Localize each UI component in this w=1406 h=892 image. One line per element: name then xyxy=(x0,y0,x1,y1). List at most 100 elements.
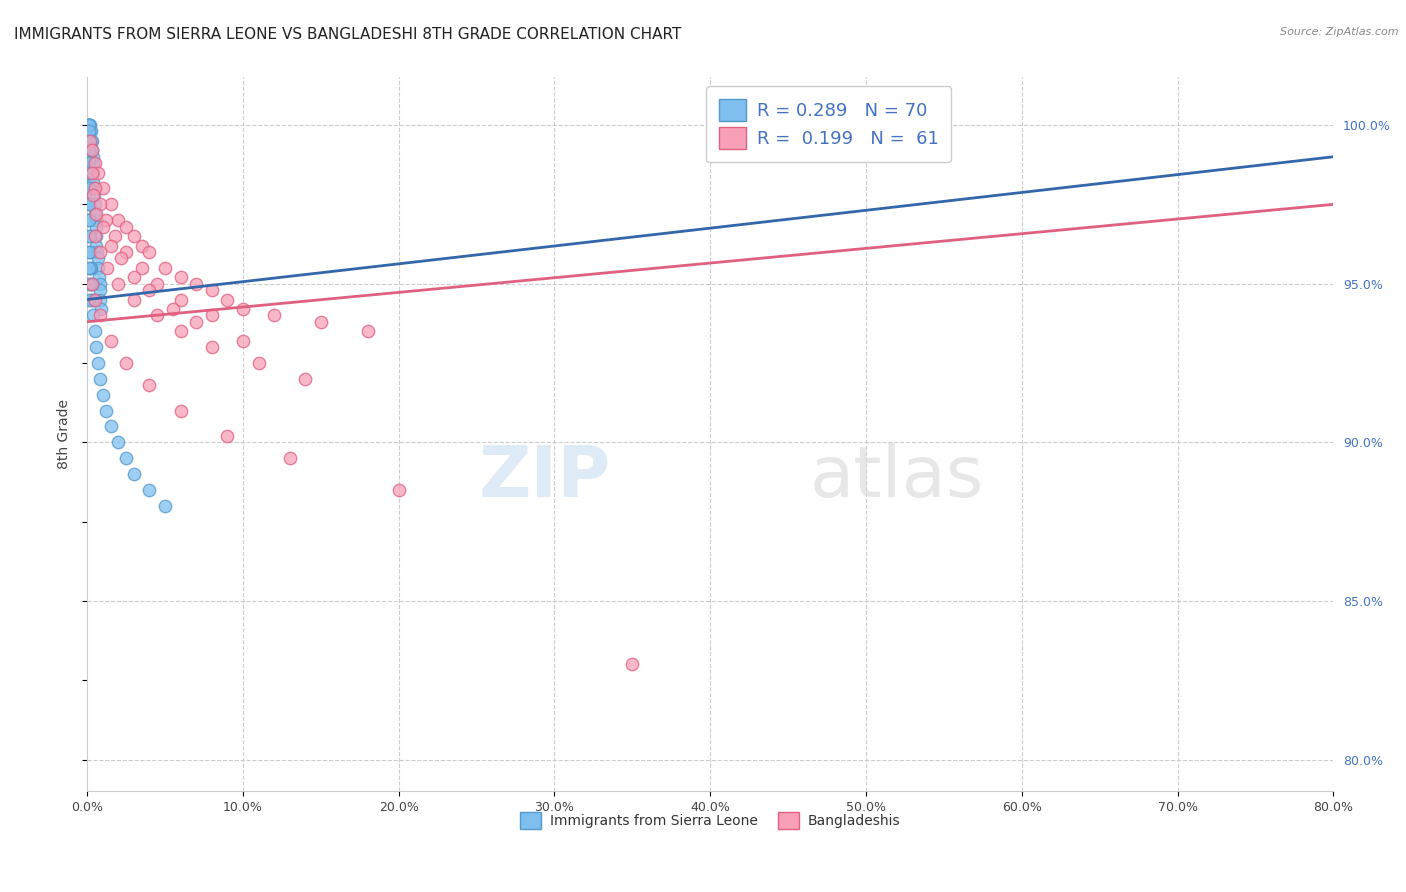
Point xyxy=(89,277,111,291)
Point xyxy=(217,429,239,443)
Point xyxy=(91,181,114,195)
Point xyxy=(247,356,270,370)
Point xyxy=(169,324,191,338)
Point xyxy=(232,334,254,348)
Point xyxy=(77,166,100,180)
Point xyxy=(278,451,301,466)
Point xyxy=(77,118,100,132)
Point xyxy=(83,187,105,202)
Point xyxy=(89,283,111,297)
Point xyxy=(80,277,103,291)
Point xyxy=(388,483,411,497)
Point xyxy=(131,260,153,275)
Point xyxy=(263,309,285,323)
Point xyxy=(131,238,153,252)
Y-axis label: 8th Grade: 8th Grade xyxy=(58,400,72,469)
Point xyxy=(77,260,100,275)
Point xyxy=(87,252,110,266)
Text: Source: ZipAtlas.com: Source: ZipAtlas.com xyxy=(1281,27,1399,37)
Point xyxy=(122,229,145,244)
Point xyxy=(77,293,100,307)
Point xyxy=(107,277,129,291)
Point xyxy=(122,467,145,481)
Point xyxy=(169,293,191,307)
Point xyxy=(100,419,122,434)
Point xyxy=(79,229,101,244)
Point xyxy=(153,260,176,275)
Point xyxy=(90,301,112,316)
Point xyxy=(138,283,160,297)
Point xyxy=(80,277,103,291)
Point xyxy=(356,324,378,338)
Point xyxy=(77,166,100,180)
Point xyxy=(77,118,100,132)
Point xyxy=(94,213,117,227)
Point xyxy=(79,118,101,132)
Text: ZIP: ZIP xyxy=(478,442,610,512)
Point xyxy=(80,124,103,138)
Point xyxy=(82,309,104,323)
Point xyxy=(84,197,107,211)
Point xyxy=(82,187,104,202)
Point xyxy=(77,213,100,227)
Point xyxy=(82,175,104,189)
Point xyxy=(77,197,100,211)
Point xyxy=(77,156,100,170)
Point xyxy=(84,181,107,195)
Point xyxy=(87,356,110,370)
Point xyxy=(77,118,100,132)
Point xyxy=(115,356,138,370)
Point xyxy=(621,657,644,672)
Point xyxy=(84,213,107,227)
Point xyxy=(201,309,224,323)
Point xyxy=(89,372,111,386)
Point xyxy=(77,277,100,291)
Point xyxy=(79,260,101,275)
Point xyxy=(201,340,224,354)
Point xyxy=(82,150,104,164)
Point xyxy=(82,293,104,307)
Point xyxy=(80,144,103,158)
Point xyxy=(169,270,191,285)
Point xyxy=(169,403,191,417)
Point xyxy=(86,238,108,252)
Point xyxy=(80,134,103,148)
Point xyxy=(294,372,316,386)
Point xyxy=(138,378,160,392)
Point xyxy=(89,309,111,323)
Point xyxy=(153,499,176,513)
Text: atlas: atlas xyxy=(810,442,984,512)
Point xyxy=(86,244,108,259)
Point xyxy=(89,293,111,307)
Point xyxy=(232,301,254,316)
Point xyxy=(89,197,111,211)
Point xyxy=(309,315,332,329)
Legend: Immigrants from Sierra Leone, Bangladeshis: Immigrants from Sierra Leone, Bangladesh… xyxy=(515,806,905,834)
Point xyxy=(79,118,101,132)
Point xyxy=(186,315,208,329)
Point xyxy=(80,144,103,158)
Point xyxy=(122,270,145,285)
Point xyxy=(186,277,208,291)
Point xyxy=(86,229,108,244)
Point xyxy=(82,166,104,180)
Point xyxy=(83,181,105,195)
Point xyxy=(146,309,169,323)
Point xyxy=(201,283,224,297)
Point xyxy=(100,334,122,348)
Point xyxy=(84,229,107,244)
Point xyxy=(79,244,101,259)
Point xyxy=(80,134,103,148)
Point xyxy=(77,229,100,244)
Point xyxy=(80,293,103,307)
Point xyxy=(84,324,107,338)
Point xyxy=(107,213,129,227)
Point xyxy=(80,166,103,180)
Point xyxy=(104,229,127,244)
Point xyxy=(80,260,103,275)
Point xyxy=(115,244,138,259)
Point xyxy=(100,197,122,211)
Point xyxy=(96,260,118,275)
Point xyxy=(94,403,117,417)
Point xyxy=(77,150,100,164)
